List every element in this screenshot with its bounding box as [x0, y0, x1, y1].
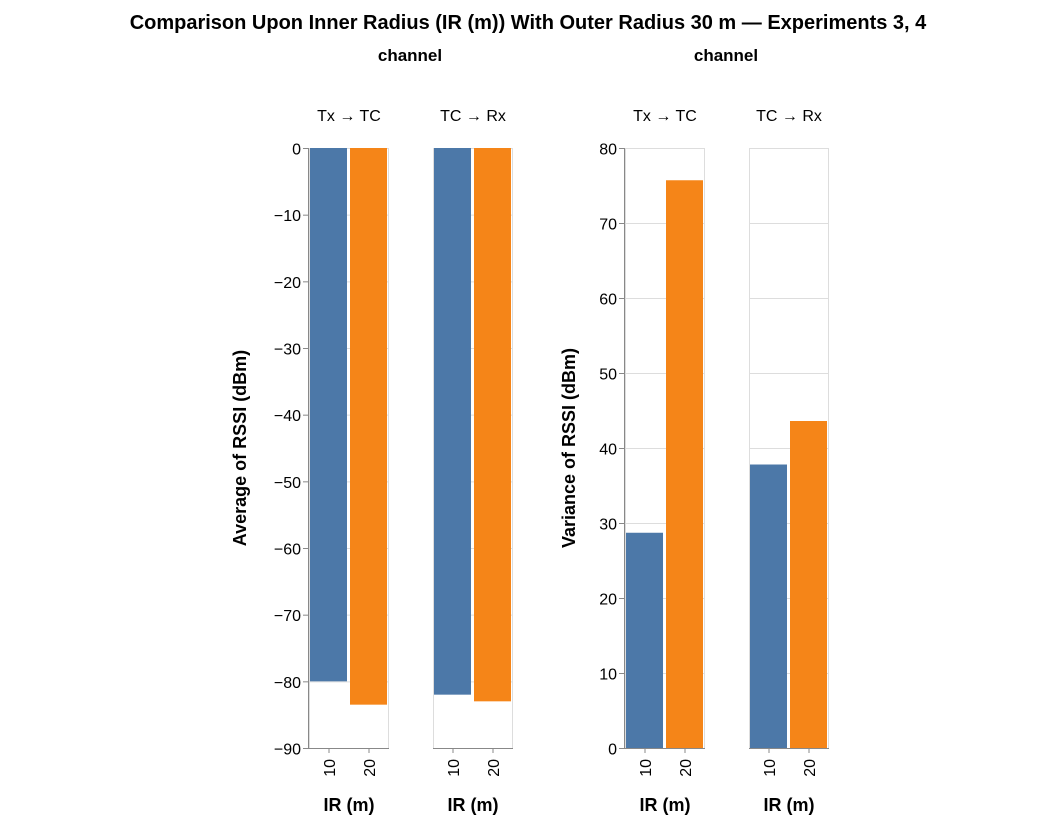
x-axis-title: IR (m): [640, 795, 691, 815]
y-tick-label: 20: [599, 592, 617, 609]
x-axis-title: IR (m): [764, 795, 815, 815]
chart-title: Comparison Upon Inner Radius (IR (m)) Wi…: [130, 12, 927, 34]
x-tick-label: 10: [446, 759, 463, 777]
bar-ir-10: [626, 532, 663, 748]
bar-ir-20: [350, 148, 387, 705]
bar-ir-20: [474, 148, 511, 702]
x-tick-label: 20: [678, 759, 695, 777]
facet-panel: Tx → TC 10 20 IR (m) 0 10 20 30 40 50 60 70 80: [599, 108, 705, 815]
y-tick-label: −60: [274, 542, 301, 559]
facet-label: TC → Rx: [756, 108, 822, 125]
x-tick-label: 10: [322, 759, 339, 777]
y-tick-label: 60: [599, 292, 617, 309]
facet-panel: TC → Rx 10 20 IR (m): [433, 108, 513, 815]
x-tick-label: 20: [486, 759, 503, 777]
bar-ir-20: [790, 421, 827, 748]
y-tick-label: −40: [274, 408, 301, 425]
y-tick-label: −80: [274, 675, 301, 692]
y-tick-label: −20: [274, 275, 301, 292]
facet-label: Tx → TC: [633, 108, 697, 125]
y-tick-label: 70: [599, 217, 617, 234]
x-tick-label: 20: [362, 759, 379, 777]
x-axis-title: IR (m): [324, 795, 375, 815]
x-axis-title: IR (m): [448, 795, 499, 815]
column-header: channel: [694, 46, 758, 65]
facet-label: TC → Rx: [440, 108, 506, 125]
y-axis-title: Variance of RSSI (dBm): [559, 348, 579, 548]
y-tick-label: 0: [292, 142, 301, 159]
charts-root: channel Average of RSSI (dBm) Tx → TC 10 20 I…: [230, 46, 829, 815]
y-tick-label: 0: [608, 742, 617, 759]
y-tick-label: 80: [599, 142, 617, 159]
x-tick-label: 20: [802, 759, 819, 777]
column-header: channel: [378, 46, 442, 65]
y-tick-label: 10: [599, 667, 617, 684]
y-tick-label: −30: [274, 342, 301, 359]
bar-ir-10: [434, 148, 471, 695]
x-tick-label: 10: [638, 759, 655, 777]
x-tick-label: 10: [762, 759, 779, 777]
bar-ir-10: [750, 464, 787, 748]
chart-2: channel Variance of RSSI (dBm) Tx → TC 10 20…: [559, 46, 829, 815]
bar-ir-20: [666, 180, 703, 748]
y-tick-label: −90: [274, 742, 301, 759]
chart-1: channel Average of RSSI (dBm) Tx → TC 10 20 I…: [230, 46, 513, 815]
y-tick-label: 40: [599, 442, 617, 459]
bar-ir-10: [310, 148, 347, 682]
y-tick-label: −50: [274, 475, 301, 492]
facet-panel: TC → Rx 10 20 IR (m): [749, 108, 829, 815]
y-axis-title: Average of RSSI (dBm): [230, 350, 250, 546]
y-tick-label: −70: [274, 608, 301, 625]
y-tick-label: 50: [599, 367, 617, 384]
facet-label: Tx → TC: [317, 108, 381, 125]
facet-panel: Tx → TC 10 20 IR (m) 0 −10 −20 −30 −40 −50 −60 −70 −…: [274, 108, 389, 815]
y-tick-label: −10: [274, 208, 301, 225]
y-tick-label: 30: [599, 517, 617, 534]
